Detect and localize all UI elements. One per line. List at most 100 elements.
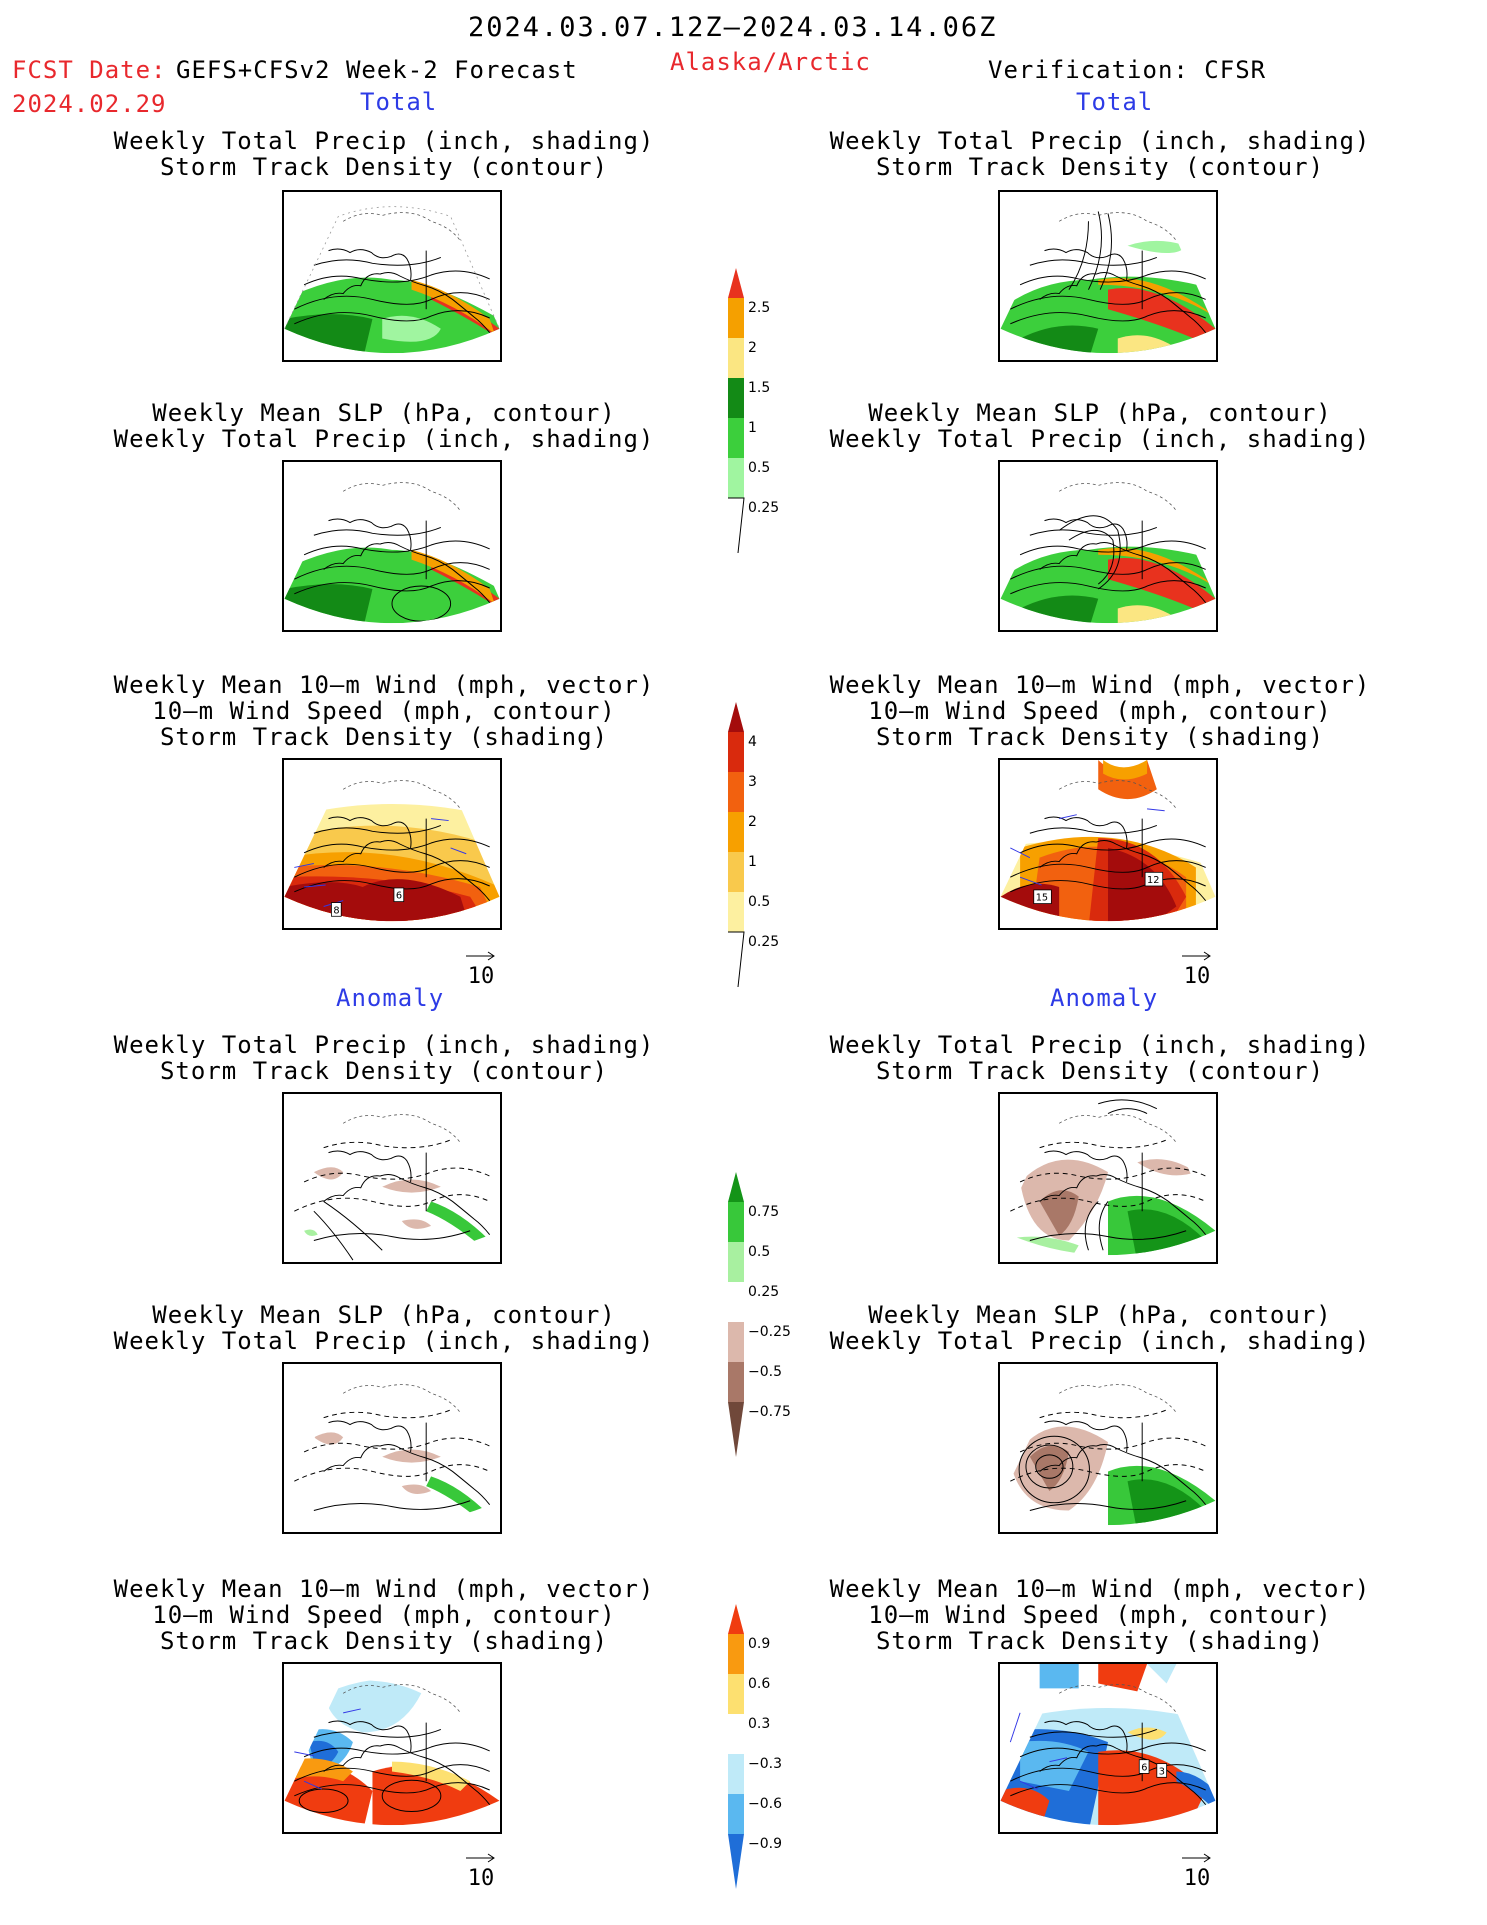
section-anomaly-left: Anomaly	[336, 984, 445, 1012]
panel-title-ob-anom-wind-track: Weekly Mean 10–m Wind (mph, vector) 10–m…	[800, 1576, 1400, 1654]
cb-label: −0.75	[748, 1404, 791, 1420]
panel-title-line: Storm Track Density (shading)	[875, 723, 1325, 751]
cb-label: 0.75	[748, 1204, 779, 1220]
cb-label: 0.25	[748, 934, 779, 950]
cb-label: 2	[748, 814, 757, 830]
panel-title-fc-precip-track: Weekly Total Precip (inch, shading) Stor…	[84, 128, 684, 180]
vector-arrow-icon	[1182, 1853, 1211, 1863]
contour-label: 12	[1147, 875, 1159, 886]
panel-title-line: Weekly Mean 10–m Wind (mph, vector)	[829, 1575, 1371, 1603]
contour-label: 6	[396, 891, 402, 902]
panel-title-ob-wind-track: Weekly Mean 10–m Wind (mph, vector) 10–m…	[800, 672, 1400, 750]
contour-label: 15	[1036, 893, 1048, 904]
cb-label: 0.3	[748, 1716, 770, 1732]
map-ob-total-wind-track: 12 15	[998, 758, 1218, 930]
panel-title-line: 10–m Wind Speed (mph, contour)	[868, 697, 1332, 725]
vector-arrow-icon	[1182, 951, 1211, 961]
fcst-date-label: FCST Date:	[12, 56, 167, 84]
cb-label: −0.3	[748, 1756, 782, 1772]
panel-title-line: Weekly Total Precip (inch, shading)	[113, 1327, 655, 1355]
contour-label: 8	[333, 905, 339, 916]
panel-title-line: 10–m Wind Speed (mph, contour)	[152, 697, 616, 725]
vector-ref-ob-anom: 10	[1180, 1852, 1214, 1891]
cb-label: 0.5	[748, 894, 770, 910]
panel-title-line: Weekly Mean SLP (hPa, contour)	[152, 1301, 616, 1329]
panel-title-line: Storm Track Density (contour)	[875, 1057, 1325, 1085]
map-fc-anom-wind-track	[282, 1662, 502, 1834]
panel-title-line: Weekly Mean 10–m Wind (mph, vector)	[113, 671, 655, 699]
panel-title-fc-anom-wind-track: Weekly Mean 10–m Wind (mph, vector) 10–m…	[84, 1576, 684, 1654]
map-ob-anom-precip-track	[998, 1092, 1218, 1264]
colorbar-track-total: 4 3 2 1 0.5 0.25	[718, 702, 818, 996]
period-title: 2024.03.07.12Z–2024.03.14.06Z	[468, 12, 998, 43]
vector-arrow-icon	[466, 1853, 495, 1863]
cb-label: 0.25	[748, 1284, 779, 1300]
vector-ref-fc-anom: 10	[464, 1852, 498, 1891]
cb-label: −0.5	[748, 1364, 782, 1380]
map-fc-total-precip-track	[282, 190, 502, 362]
cb-label: 0.5	[748, 460, 770, 476]
panel-title-line: Weekly Mean SLP (hPa, contour)	[868, 399, 1332, 427]
cb-label: 2.5	[748, 300, 770, 316]
cb-label: −0.25	[748, 1324, 791, 1340]
panel-title-line: Weekly Total Precip (inch, shading)	[113, 127, 655, 155]
cb-label: 1.5	[748, 380, 770, 396]
panel-title-line: Weekly Total Precip (inch, shading)	[829, 1327, 1371, 1355]
vector-ref-value: 10	[1183, 1866, 1211, 1891]
panel-title-line: Weekly Total Precip (inch, shading)	[113, 425, 655, 453]
cb-label: 0.25	[748, 500, 779, 516]
vector-arrow-icon	[466, 951, 495, 961]
cb-label: −0.6	[748, 1796, 782, 1812]
cb-label: 3	[748, 774, 757, 790]
panel-title-line: Storm Track Density (contour)	[159, 153, 609, 181]
panel-title-ob-anom-precip-track: Weekly Total Precip (inch, shading) Stor…	[800, 1032, 1400, 1084]
panel-title-line: Weekly Total Precip (inch, shading)	[829, 127, 1371, 155]
vector-ref-value: 10	[467, 1866, 495, 1891]
panel-title-fc-anom-slp-precip: Weekly Mean SLP (hPa, contour) Weekly To…	[84, 1302, 684, 1354]
panel-title-line: Weekly Total Precip (inch, shading)	[113, 1031, 655, 1059]
panel-title-fc-slp-precip: Weekly Mean SLP (hPa, contour) Weekly To…	[84, 400, 684, 452]
colorbar-precip-anom: 0.75 0.5 0.25 −0.25 −0.5 −0.75	[718, 1172, 828, 1466]
vector-ref-value: 10	[467, 964, 495, 989]
cb-label: 1	[748, 420, 757, 436]
map-ob-anom-slp-precip	[998, 1362, 1218, 1534]
panel-title-line: 10–m Wind Speed (mph, contour)	[152, 1601, 616, 1629]
map-fc-anom-precip-track	[282, 1092, 502, 1264]
section-total-left: Total	[360, 88, 438, 116]
map-fc-total-wind-track: 6 8	[282, 758, 502, 930]
vector-ref-value: 10	[1183, 964, 1211, 989]
panel-title-ob-precip-track: Weekly Total Precip (inch, shading) Stor…	[800, 128, 1400, 180]
map-ob-total-precip-track	[998, 190, 1218, 362]
section-anomaly-right: Anomaly	[1050, 984, 1159, 1012]
cb-label: 0.9	[748, 1636, 770, 1652]
section-total-right: Total	[1076, 88, 1154, 116]
panel-title-line: Weekly Mean SLP (hPa, contour)	[152, 399, 616, 427]
panel-title-ob-anom-slp-precip: Weekly Mean SLP (hPa, contour) Weekly To…	[800, 1302, 1400, 1354]
colorbar-track-anom: 0.9 0.6 0.3 −0.3 −0.6 −0.9	[718, 1604, 828, 1898]
panel-title-line: Weekly Mean 10–m Wind (mph, vector)	[829, 671, 1371, 699]
panel-title-line: Weekly Total Precip (inch, shading)	[829, 425, 1371, 453]
cb-label: −0.9	[748, 1836, 782, 1852]
fcst-date-value: 2024.02.29	[12, 90, 167, 118]
verification-label: Verification: CFSR	[988, 56, 1267, 84]
map-fc-total-slp-precip	[282, 460, 502, 632]
map-fc-anom-slp-precip	[282, 1362, 502, 1534]
contour-label: 3	[1159, 1766, 1165, 1777]
map-ob-total-slp-precip	[998, 460, 1218, 632]
vector-ref-fc-total: 10	[464, 950, 498, 989]
cb-label: 0.5	[748, 1244, 770, 1260]
cb-label: 0.6	[748, 1676, 770, 1692]
fcst-model-label: GEFS+CFSv2 Week-2 Forecast	[176, 56, 578, 84]
region-label: Alaska/Arctic	[670, 48, 871, 76]
panel-title-fc-wind-track: Weekly Mean 10–m Wind (mph, vector) 10–m…	[84, 672, 684, 750]
panel-title-line: Storm Track Density (contour)	[159, 1057, 609, 1085]
cb-label: 1	[748, 854, 757, 870]
contour-label: 6	[1141, 1762, 1147, 1773]
colorbar-precip-total: 2.5 2 1.5 1 0.5 0.25	[718, 268, 818, 562]
panel-title-line: Weekly Mean SLP (hPa, contour)	[868, 1301, 1332, 1329]
cb-label: 4	[748, 734, 757, 750]
panel-title-ob-slp-precip: Weekly Mean SLP (hPa, contour) Weekly To…	[800, 400, 1400, 452]
panel-title-line: Weekly Total Precip (inch, shading)	[829, 1031, 1371, 1059]
map-ob-anom-wind-track: 6 3	[998, 1662, 1218, 1834]
panel-title-fc-anom-precip-track: Weekly Total Precip (inch, shading) Stor…	[84, 1032, 684, 1084]
